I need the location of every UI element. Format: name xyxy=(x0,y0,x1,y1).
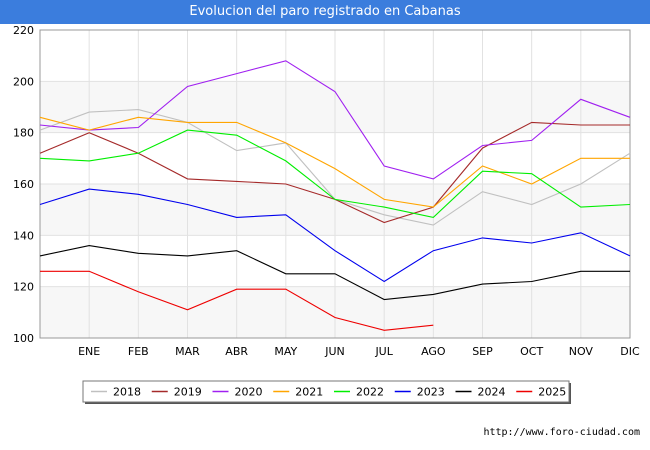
y-tick-label: 140 xyxy=(13,229,34,242)
legend: 2018 2019 2020 2021 2022 2023 2024 2025 xyxy=(82,380,571,404)
legend-label-2025: 2025 xyxy=(538,386,566,399)
legend-label-2021: 2021 xyxy=(295,386,323,399)
x-tick-label: NOV xyxy=(569,345,594,358)
legend-label-2024: 2024 xyxy=(478,386,506,399)
y-tick-label: 220 xyxy=(13,24,34,37)
y-tick-label: 120 xyxy=(13,281,34,294)
axes xyxy=(39,29,631,339)
x-tick-label: ENE xyxy=(78,345,100,358)
source-url[interactable]: http://www.foro-ciudad.com xyxy=(483,427,640,438)
legend-label-2023: 2023 xyxy=(417,386,445,399)
series-line-2025 xyxy=(40,270,434,331)
x-tick-label: MAY xyxy=(274,345,297,358)
x-tick-label: JUN xyxy=(324,345,345,358)
y-axis-tick-labels: 100 120 140 160 180 200 220 xyxy=(13,24,34,345)
legend-label-2022: 2022 xyxy=(356,386,384,399)
x-tick-label: FEB xyxy=(128,345,149,358)
plot-frame xyxy=(39,29,631,339)
series-line-2021 xyxy=(39,116,630,208)
x-tick-label: AGO xyxy=(421,345,446,358)
x-tick-label: JUL xyxy=(374,345,393,358)
x-tick-label: OCT xyxy=(520,345,543,358)
series-line-2022 xyxy=(39,129,631,218)
series-line-2020 xyxy=(39,60,631,180)
x-tick-label: DIC xyxy=(620,345,640,358)
x-axis-tick-labels: ENE FEB MAR ABR MAY JUN JUL AGO SEP OCT NOV DIC xyxy=(78,345,640,358)
x-tick-label: SEP xyxy=(472,345,493,358)
series-line-2023 xyxy=(39,188,631,283)
legend-label-2019: 2019 xyxy=(174,386,202,399)
chart-title: Evolucion del paro registrado en Cabanas xyxy=(0,0,650,24)
legend-label-2020: 2020 xyxy=(235,386,263,399)
series-lines xyxy=(39,60,631,331)
legend-label-2018: 2018 xyxy=(113,386,141,399)
series-line-2024 xyxy=(39,245,630,301)
y-tick-label: 100 xyxy=(13,332,34,345)
y-tick-label: 180 xyxy=(13,127,34,140)
legend-box xyxy=(82,380,570,403)
y-tick-label: 160 xyxy=(13,178,34,191)
x-tick-label: MAR xyxy=(175,345,200,358)
x-tick-label: ABR xyxy=(225,345,248,358)
y-tick-label: 200 xyxy=(13,75,34,88)
